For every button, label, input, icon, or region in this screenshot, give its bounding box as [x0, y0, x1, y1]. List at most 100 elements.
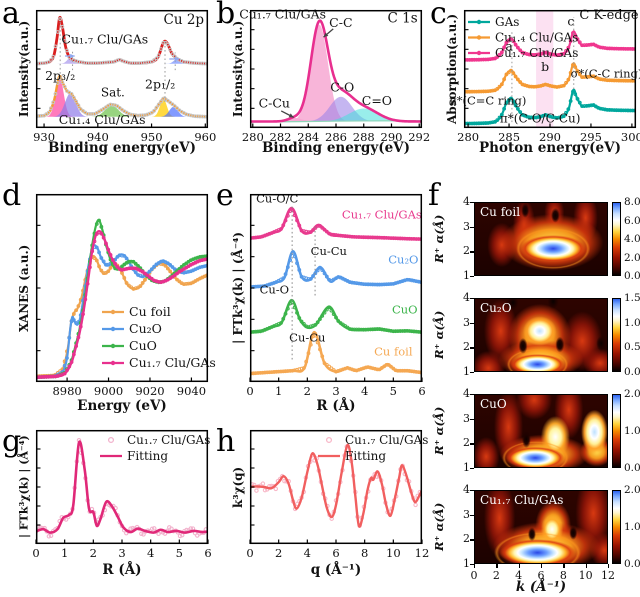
data-point — [582, 75, 587, 79]
data-point — [315, 268, 320, 273]
legend-label: Cu₁.₇ Clu/GAs — [127, 433, 210, 447]
x-tick-label: 0 — [32, 546, 39, 560]
data-point — [370, 282, 375, 287]
data-point — [495, 86, 500, 91]
data-point — [483, 89, 488, 94]
data-point — [320, 225, 325, 230]
data-point — [65, 356, 69, 360]
data-point — [322, 310, 327, 315]
data-point — [479, 89, 484, 94]
x-tick-label: 300 — [621, 130, 640, 144]
data-point — [612, 46, 617, 51]
data-point — [74, 344, 79, 349]
panel-f-x-axis-label: k (Å⁻¹) — [515, 579, 567, 595]
data-point — [94, 245, 99, 250]
data-point — [515, 107, 520, 111]
data-point — [172, 104, 177, 109]
data-point — [175, 106, 179, 111]
data-point — [149, 59, 154, 64]
data-point — [497, 115, 502, 120]
data-point — [113, 261, 118, 266]
panel-e-y-axis-label: | FTk³χ(k) | (Å⁻⁴) — [231, 231, 245, 345]
y-tick-mark — [470, 564, 474, 566]
data-point — [499, 50, 504, 55]
data-point — [481, 121, 486, 126]
data-point — [396, 329, 400, 334]
data-point — [577, 40, 582, 45]
fit-2p12-shoulder — [156, 106, 191, 117]
data-point — [279, 227, 283, 231]
annotation-label: C 1s — [388, 10, 418, 26]
panel-a-chart: 930 940 950 960 Cu 2p Cu₁.₇ Clu/GAs 2p₃/₂ 2p₁/₂… — [33, 9, 216, 144]
data-point — [398, 329, 403, 333]
data-point — [477, 89, 481, 94]
data-point — [85, 111, 90, 116]
data-point — [413, 502, 418, 508]
data-point — [94, 61, 99, 65]
data-point — [318, 317, 322, 322]
data-point — [51, 100, 56, 105]
annotation-label: CuO — [392, 302, 418, 316]
data-point — [136, 264, 140, 268]
data-point — [177, 533, 183, 539]
legend: Cu₁.₇ Clu/GAs Fitting — [100, 433, 210, 463]
data-point — [619, 78, 623, 83]
y-tick-mark — [470, 418, 474, 420]
data-point — [177, 279, 182, 284]
series-layer — [250, 443, 422, 528]
colorbar — [612, 298, 621, 372]
data-point — [152, 58, 157, 62]
data-point — [472, 57, 477, 62]
data-point — [126, 283, 131, 288]
annotation-label: C K-edge — [579, 8, 639, 23]
data-point — [329, 308, 334, 313]
data-point — [375, 327, 380, 331]
data-point — [58, 76, 62, 81]
data-point — [384, 282, 389, 287]
y-tick-mark — [470, 443, 474, 445]
x-tick-mark — [563, 564, 565, 568]
data-point — [198, 114, 202, 119]
data-point — [561, 83, 566, 88]
panel-h: h k³χ(q) 0 2 4 6 8 10 12 Cu₁.₇ Clu/GAs Fitting q… — [216, 422, 429, 597]
legend-label: Cu₁.₇ Clu/GAs — [129, 355, 216, 370]
data-point — [295, 310, 299, 315]
annotation-label: a — [505, 39, 513, 54]
data-point — [195, 114, 200, 119]
data-point — [292, 254, 297, 259]
data-point — [304, 359, 309, 364]
legend-marker-dot-icon — [110, 343, 116, 349]
x-tick-label: 2 — [275, 546, 282, 560]
data-point — [94, 222, 99, 226]
data-point — [616, 78, 621, 83]
data-point — [506, 98, 511, 103]
data-point — [495, 55, 500, 59]
data-point — [382, 235, 387, 240]
legend-marker-dot-icon — [476, 19, 482, 25]
data-point — [373, 327, 377, 332]
x-tick-mark — [518, 564, 520, 568]
x-tick-label: 295 — [580, 130, 602, 144]
data-point — [149, 267, 154, 272]
x-tick-label: 0 — [246, 546, 253, 560]
data-point — [331, 312, 336, 317]
x-tick-label: 6 — [537, 569, 545, 582]
data-point — [628, 78, 633, 83]
data-point — [175, 271, 179, 276]
data-point — [297, 268, 302, 272]
data-point — [577, 100, 582, 105]
data-point — [564, 48, 568, 53]
data-point — [143, 277, 147, 282]
plot-border — [249, 429, 423, 545]
data-point — [386, 363, 391, 367]
data-point — [74, 99, 79, 104]
data-point — [281, 223, 286, 228]
plot-border — [249, 9, 423, 129]
x-tick-label: 284 — [297, 130, 319, 144]
data-point — [483, 57, 488, 62]
x-tick-label: 6 — [204, 546, 211, 560]
data-point — [515, 77, 520, 82]
data-point — [532, 115, 536, 120]
annotation-label: b — [541, 59, 549, 74]
panel-letter-c: c — [430, 0, 447, 31]
